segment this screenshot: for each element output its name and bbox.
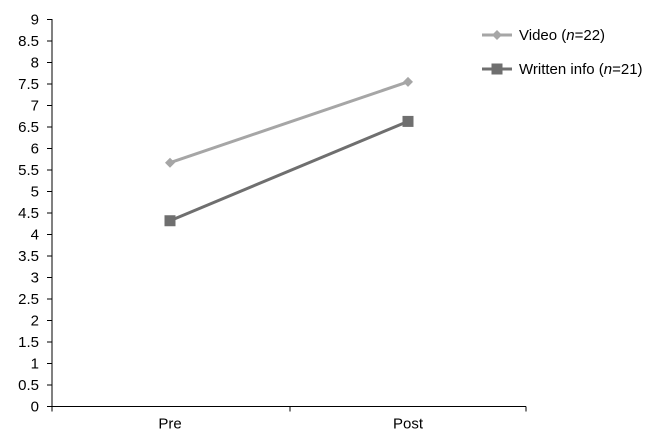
y-tick-label: 8 xyxy=(31,55,39,72)
y-tick-label: 0.5 xyxy=(18,377,39,394)
data-point xyxy=(165,157,175,168)
y-tick-label: 6 xyxy=(31,141,39,158)
legend-label: Written info (n=21) xyxy=(519,61,643,78)
legend-label: Video (n=22) xyxy=(519,27,605,44)
y-tick-label: 1 xyxy=(31,356,39,373)
y-tick-label: 4 xyxy=(31,227,39,244)
y-tick-label: 5.5 xyxy=(18,162,39,179)
x-tick-label: Post xyxy=(393,416,424,433)
y-tick-label: 3.5 xyxy=(18,248,39,265)
y-tick-label: 0 xyxy=(31,399,39,416)
y-tick-label: 2.5 xyxy=(18,291,39,308)
y-tick-label: 6.5 xyxy=(18,119,39,136)
legend-marker xyxy=(491,63,503,75)
series-line xyxy=(169,120,409,223)
data-point xyxy=(402,115,414,127)
legend-marker xyxy=(492,30,502,40)
y-tick-label: 2 xyxy=(31,313,39,330)
chart-legend: Video (n=22) Written info (n=21) xyxy=(482,27,643,78)
series-video xyxy=(165,76,413,168)
y-tick-label: 3 xyxy=(31,270,39,287)
legend-entry: Video (n=22) xyxy=(482,27,605,44)
y-tick-label: 5 xyxy=(31,184,39,201)
legend-entry: Written info (n=21) xyxy=(482,61,643,78)
y-axis-ticks: 0 0.5 1 1.5 2 2.5 3 3.5 4 4.5 5 5.5 6 6.5 7 7.5 8 8.5 9 xyxy=(18,12,52,416)
y-tick-label: 7.5 xyxy=(18,76,39,93)
chart-axes xyxy=(51,19,526,407)
y-tick-label: 8.5 xyxy=(18,33,39,50)
data-point xyxy=(403,76,413,87)
y-tick-label: 9 xyxy=(31,12,39,29)
y-tick-label: 4.5 xyxy=(18,205,39,222)
chart-series xyxy=(164,76,414,227)
x-tick-label: Pre xyxy=(158,416,181,433)
y-tick-label: 7 xyxy=(31,98,39,115)
y-tick-label: 1.5 xyxy=(18,334,39,351)
series-line xyxy=(169,80,409,165)
x-axis-ticks: Pre Post xyxy=(51,406,527,433)
data-point xyxy=(164,215,176,227)
series-written-info xyxy=(164,115,414,227)
